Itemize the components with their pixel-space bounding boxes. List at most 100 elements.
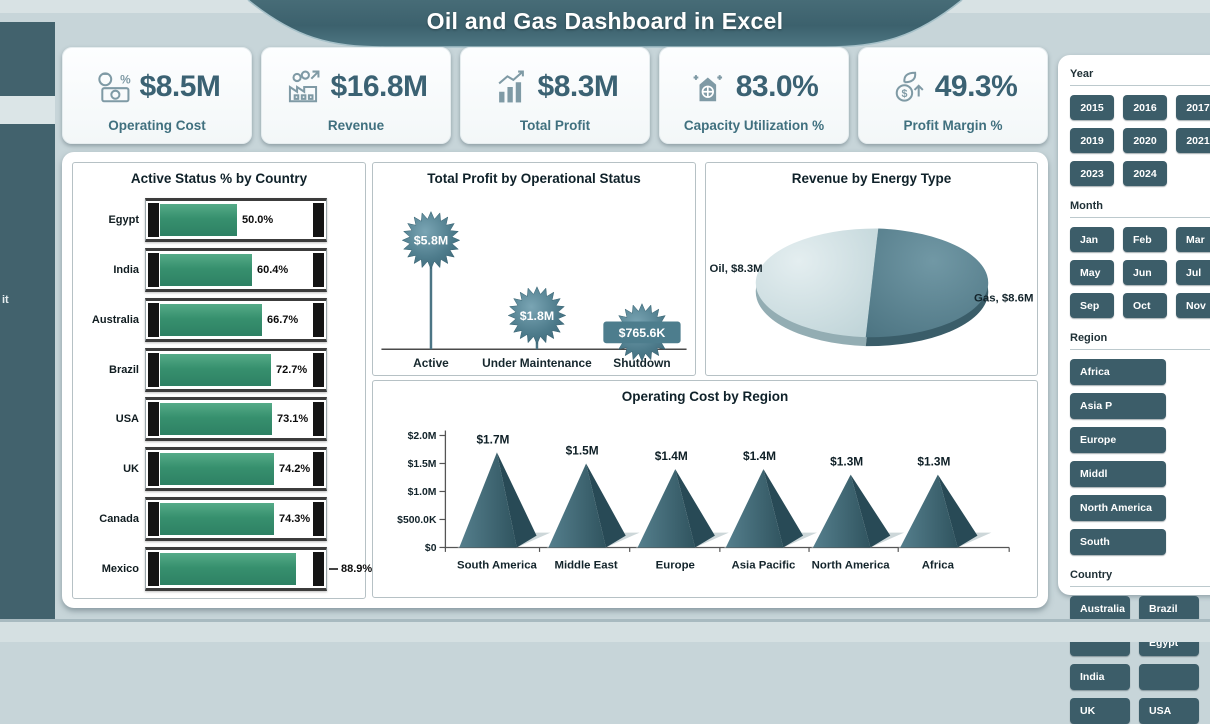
chart-title: Active Status % by Country bbox=[130, 171, 308, 186]
bar-track: 73.1% bbox=[145, 397, 327, 442]
charts-panel: Active Status % by Country Egypt 50.0% Ind… bbox=[62, 152, 1048, 608]
y-tick-label: $1.0M bbox=[408, 487, 437, 498]
value-label: $1.8M bbox=[520, 309, 554, 323]
slicer-month-Jun[interactable]: Jun bbox=[1123, 260, 1167, 285]
bar-value-label: 66.7% bbox=[267, 313, 299, 326]
slicer-grid-region: Africa Asia P Europe Middl North America Sout… bbox=[1070, 359, 1210, 555]
slicer-region-North America[interactable]: North America bbox=[1070, 495, 1166, 521]
bar-right-cap bbox=[313, 402, 324, 437]
slicer-region-Africa[interactable]: Africa bbox=[1070, 359, 1166, 385]
bar-value-label: 72.7% bbox=[276, 363, 308, 376]
bar-track: 72.7% bbox=[145, 347, 327, 392]
active-status-chart-rows: Egypt 50.0% India 60.4% Australia 66.7% Brazil… bbox=[77, 195, 372, 594]
slicer-year-2017[interactable]: 2017 bbox=[1176, 95, 1210, 120]
bar-track: 74.2% bbox=[145, 447, 327, 492]
chart-operating-cost-by-region: Operating Cost by Region $2.0M $1.5M $1.0M… bbox=[372, 380, 1038, 598]
kpi-top: 83.0% bbox=[668, 56, 840, 118]
kpi-value: $8.5M bbox=[139, 70, 221, 103]
bar-category-label: USA bbox=[115, 413, 139, 426]
slicer-country-India[interactable]: India bbox=[1070, 664, 1130, 690]
svg-text:$: $ bbox=[901, 88, 907, 100]
value-label: $1.3M bbox=[830, 455, 863, 469]
slicer-section-year: Year 2015 2016 2017 2019 2020 2021 2023 2024 bbox=[1070, 68, 1210, 186]
bar-row: Canada 74.3% bbox=[77, 497, 363, 542]
bar-value-label: 60.4% bbox=[257, 263, 289, 276]
slicer-region-Middl[interactable]: Middl bbox=[1070, 461, 1166, 487]
value-label: $1.4M bbox=[743, 449, 776, 463]
slicer-region-Asia P[interactable]: Asia P bbox=[1070, 393, 1166, 419]
slicer-country-USA[interactable]: USA bbox=[1139, 698, 1199, 724]
slicer-month-Mar[interactable]: Mar bbox=[1176, 227, 1210, 252]
pie-label-oil: Oil, $8.3M bbox=[710, 263, 763, 275]
slicer-month-Nov[interactable]: Nov bbox=[1176, 293, 1210, 318]
bar-fill bbox=[160, 403, 272, 436]
slicer-month-Oct[interactable]: Oct bbox=[1123, 293, 1167, 318]
cash-percent-icon: % bbox=[97, 72, 131, 103]
bar-right-cap bbox=[313, 452, 324, 487]
slicer-month-Jul[interactable]: Jul bbox=[1176, 260, 1210, 285]
slicer-year-2016[interactable]: 2016 bbox=[1123, 95, 1167, 120]
kpi-top: % $8.5M bbox=[71, 56, 243, 118]
slicer-region-South[interactable]: South bbox=[1070, 529, 1166, 555]
category-label: Asia Pacific bbox=[732, 559, 796, 571]
svg-text:%: % bbox=[120, 72, 131, 86]
kpi-label: Operating Cost bbox=[108, 118, 206, 133]
category-label: Europe bbox=[656, 559, 695, 571]
bar-right-cap bbox=[313, 302, 324, 337]
chart-title: Total Profit by Operational Status bbox=[427, 171, 641, 186]
pyramid-front-face bbox=[459, 452, 517, 548]
kpi-label: Total Profit bbox=[519, 118, 591, 133]
y-tick-label: $0 bbox=[425, 543, 437, 554]
slicer-month-Feb[interactable]: Feb bbox=[1123, 227, 1167, 252]
bottom-divider bbox=[0, 619, 1210, 622]
slicer-country-UK[interactable]: UK bbox=[1070, 698, 1130, 724]
chart-title: Operating Cost by Region bbox=[621, 389, 789, 404]
bar-category-label: Canada bbox=[99, 513, 139, 526]
kpi-label: Capacity Utilization % bbox=[683, 118, 825, 133]
bar-right-cap bbox=[313, 352, 324, 387]
value-label: $1.7M bbox=[476, 432, 509, 446]
slicer-region-Europe[interactable]: Europe bbox=[1070, 427, 1166, 453]
bar-category-label: UK bbox=[123, 463, 139, 476]
slicer-month-May[interactable]: May bbox=[1070, 260, 1114, 285]
slicer-year-2020[interactable]: 2020 bbox=[1123, 128, 1167, 153]
category-label: Active bbox=[413, 356, 449, 370]
kpi-value: $16.8M bbox=[330, 70, 428, 103]
pyramid-side-face bbox=[850, 474, 891, 548]
bar-fill bbox=[160, 203, 237, 236]
starburst-marker bbox=[507, 286, 567, 345]
bar-fill bbox=[160, 553, 296, 586]
left-rail-band bbox=[0, 96, 55, 124]
pyramid-front-face bbox=[900, 474, 958, 548]
slicer-country-Brazil[interactable]: Brazil bbox=[1139, 596, 1199, 622]
bar-value-label: 50.0% bbox=[242, 213, 274, 226]
slicer-month-Sep[interactable]: Sep bbox=[1070, 293, 1114, 318]
bottom-band bbox=[0, 622, 1210, 642]
slicer-year-2023[interactable]: 2023 bbox=[1070, 161, 1114, 186]
value-label-box bbox=[603, 321, 681, 344]
slicer-country-Australia[interactable]: Australia bbox=[1070, 596, 1130, 622]
slicer-year-2019[interactable]: 2019 bbox=[1070, 128, 1114, 153]
pyramid-front-face bbox=[548, 463, 606, 548]
bar-left-cap bbox=[148, 502, 159, 537]
bar-category-label: Brazil bbox=[109, 363, 139, 376]
value-label: $1.3M bbox=[917, 455, 950, 469]
category-label: Africa bbox=[922, 559, 955, 571]
bar-value-label: 88.9% bbox=[341, 563, 373, 576]
bar-row: UK 74.2% bbox=[77, 447, 363, 492]
slicer-year-2021[interactable]: 2021 bbox=[1176, 128, 1210, 153]
kpi-top: $ 49.3% bbox=[867, 56, 1039, 118]
kpi-value: 49.3% bbox=[934, 70, 1018, 103]
bar-fill bbox=[160, 503, 274, 536]
slicer-year-2024[interactable]: 2024 bbox=[1123, 161, 1167, 186]
pie-chart: Oil, $8.3M Gas, $8.6M bbox=[710, 228, 1033, 347]
slicer-year-2015[interactable]: 2015 bbox=[1070, 95, 1114, 120]
pyramid-front-face bbox=[725, 469, 784, 548]
slicer-panel: Year 2015 2016 2017 2019 2020 2021 2023 2024 Mont… bbox=[1058, 55, 1210, 724]
slicer-header-year: Year bbox=[1070, 68, 1094, 80]
slicer-month-Jan[interactable]: Jan bbox=[1070, 227, 1114, 252]
slicer-country-partial[interactable] bbox=[1139, 664, 1199, 690]
kpi-top: $16.8M bbox=[270, 56, 442, 118]
chart-total-profit-by-status: Total Profit by Operational Status $5.8M… bbox=[372, 162, 696, 376]
